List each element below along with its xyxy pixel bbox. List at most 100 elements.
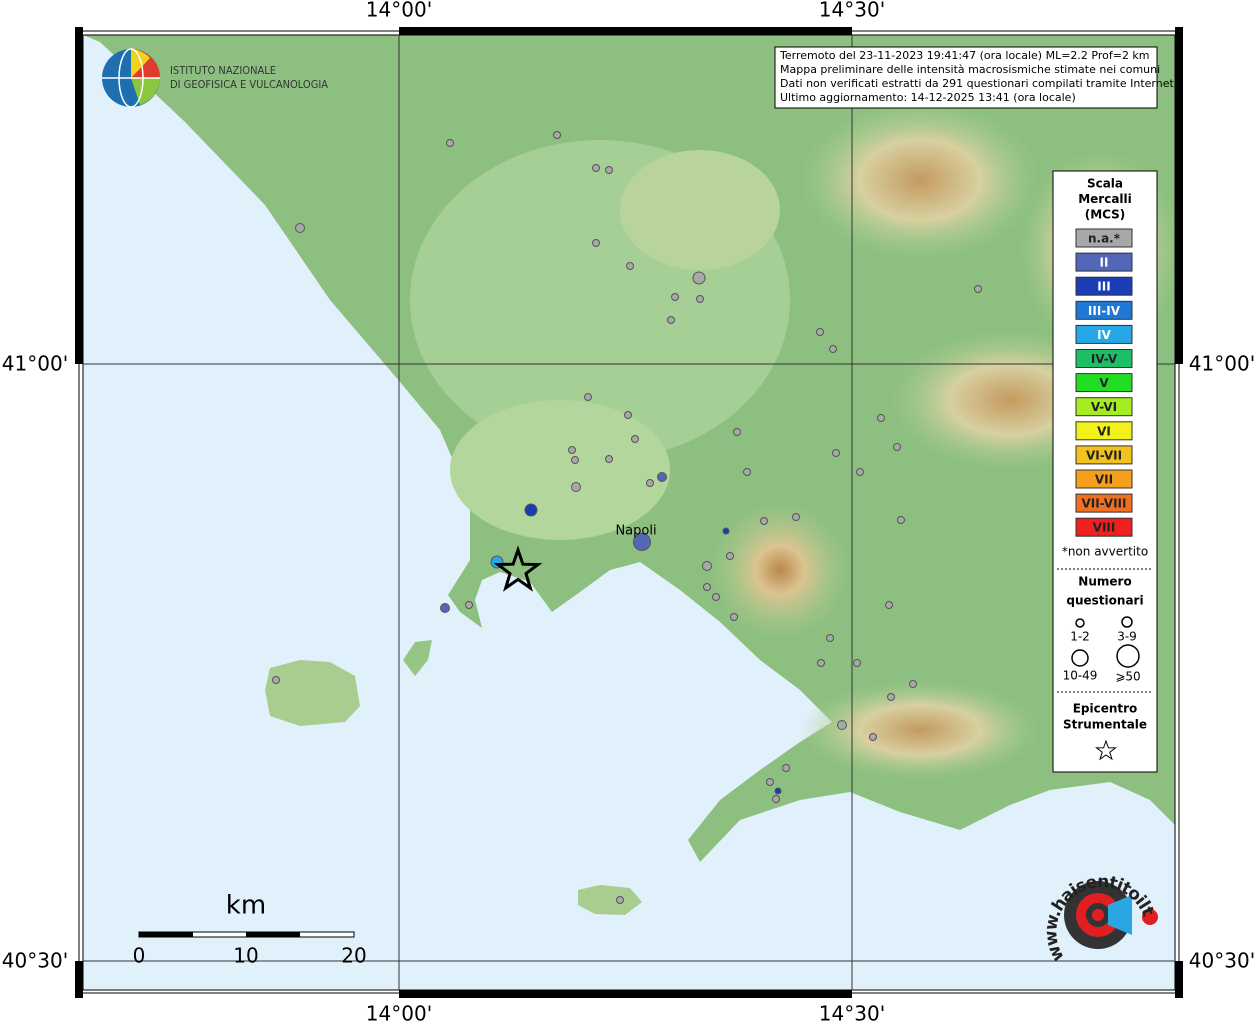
legend-label: VI-VII xyxy=(1086,448,1122,462)
lat-label: 41°00' xyxy=(2,352,68,376)
legend-swatch xyxy=(1075,276,1133,296)
observation xyxy=(692,271,706,285)
legend: ScalaMercalli(MCS)n.a.*IIIIIIII-IVIVIV-V… xyxy=(1057,177,1153,761)
scale-bar: km 0 10 20 xyxy=(133,891,367,968)
observation xyxy=(853,659,861,667)
observation xyxy=(733,428,741,436)
legend-label: III-IV xyxy=(1088,304,1121,318)
legend-label: VII xyxy=(1095,473,1113,487)
legend-swatch xyxy=(1075,300,1133,320)
place-label: Napoli xyxy=(615,524,656,539)
legend-label: VI xyxy=(1097,424,1111,438)
legend-swatch xyxy=(1075,493,1133,513)
observation xyxy=(760,517,768,525)
observation xyxy=(726,552,734,560)
observation xyxy=(592,239,600,247)
observation xyxy=(524,503,538,517)
legend-label: II xyxy=(1100,256,1109,270)
info-line: Terremoto del 23-11-2023 19:41:47 (ora l… xyxy=(779,49,1150,62)
observation xyxy=(446,139,454,147)
legend-swatch xyxy=(1075,349,1133,368)
observation xyxy=(722,527,730,535)
lat-label: 41°00' xyxy=(1189,352,1255,376)
legend-label: V xyxy=(1099,376,1109,390)
scale-label: 20 xyxy=(341,944,366,968)
legend-label: V-VI xyxy=(1091,400,1117,414)
observation xyxy=(626,262,634,270)
size-label: 1-2 xyxy=(1070,630,1090,644)
size-label: 3-9 xyxy=(1117,630,1137,644)
observation xyxy=(631,435,639,443)
observation xyxy=(829,345,837,353)
legend-label: IV-V xyxy=(1091,352,1118,366)
legend-swatch xyxy=(1075,324,1133,344)
epicenter xyxy=(493,545,543,592)
legend-label: VIII xyxy=(1093,521,1116,535)
observation xyxy=(646,479,654,487)
scale-label: 10 xyxy=(233,944,258,968)
size-sample xyxy=(1075,618,1085,628)
size-title: Numero xyxy=(1078,575,1131,589)
observation xyxy=(817,659,825,667)
epicenter-title: Strumentale xyxy=(1063,718,1147,732)
observation xyxy=(743,468,751,476)
observation xyxy=(869,733,877,741)
lon-label: 14°30' xyxy=(819,0,885,22)
size-sample xyxy=(1121,616,1133,628)
observation xyxy=(893,443,901,451)
observation xyxy=(295,223,305,233)
logo-text: DI GEOFISICA E VULCANOLOGIA xyxy=(170,78,328,91)
observation xyxy=(837,720,847,730)
size-title: questionari xyxy=(1066,594,1143,608)
epicenter-title: Epicentro xyxy=(1073,702,1138,716)
legend-label: n.a.* xyxy=(1088,232,1121,246)
points xyxy=(272,131,982,904)
observation xyxy=(897,516,905,524)
observation xyxy=(696,295,704,303)
observation xyxy=(712,593,720,601)
observation xyxy=(657,472,667,482)
observation xyxy=(703,583,711,591)
observation xyxy=(465,601,473,609)
legend-swatch xyxy=(1075,228,1133,248)
observation xyxy=(272,676,280,684)
observation xyxy=(440,603,450,613)
observation xyxy=(553,131,561,139)
observation xyxy=(782,764,790,772)
lon-label: 14°30' xyxy=(819,1002,885,1025)
observation xyxy=(605,166,613,174)
legend-swatch xyxy=(1075,421,1133,441)
lon-label: 14°00' xyxy=(366,1002,432,1025)
observation xyxy=(616,896,624,904)
observation xyxy=(885,601,893,609)
observation xyxy=(887,693,895,701)
observation xyxy=(974,285,982,293)
observation xyxy=(792,513,800,521)
ingv-logo: ISTITUTO NAZIONALE DI GEOFISICA E VULCAN… xyxy=(102,48,328,108)
legend-swatch xyxy=(1075,373,1133,393)
observation xyxy=(909,680,917,688)
info-lines: Terremoto del 23-11-2023 19:41:47 (ora l… xyxy=(779,49,1177,104)
info-line: Ultimo aggiornamento: 14-12-2025 13:41 (… xyxy=(780,91,1076,104)
observation xyxy=(832,449,840,457)
observation xyxy=(667,316,675,324)
scale-label: 0 xyxy=(133,944,146,968)
info-box xyxy=(774,46,1158,109)
legend-swatch xyxy=(1075,445,1133,465)
observation xyxy=(671,293,679,301)
legend-swatch xyxy=(1075,469,1133,489)
legend-note: *non avvertito xyxy=(1062,545,1148,559)
observation xyxy=(571,482,581,492)
legend-swatch xyxy=(1075,397,1133,417)
observation xyxy=(730,613,738,621)
epicenter-sample xyxy=(1095,739,1117,761)
observation xyxy=(592,164,600,172)
observation xyxy=(633,533,651,551)
observation xyxy=(624,411,632,419)
terrain xyxy=(83,35,1175,990)
observation xyxy=(766,778,774,786)
observation xyxy=(772,795,780,803)
legend-swatch xyxy=(1075,517,1133,537)
size-sample xyxy=(1116,644,1140,668)
legend-label: III xyxy=(1097,280,1110,294)
